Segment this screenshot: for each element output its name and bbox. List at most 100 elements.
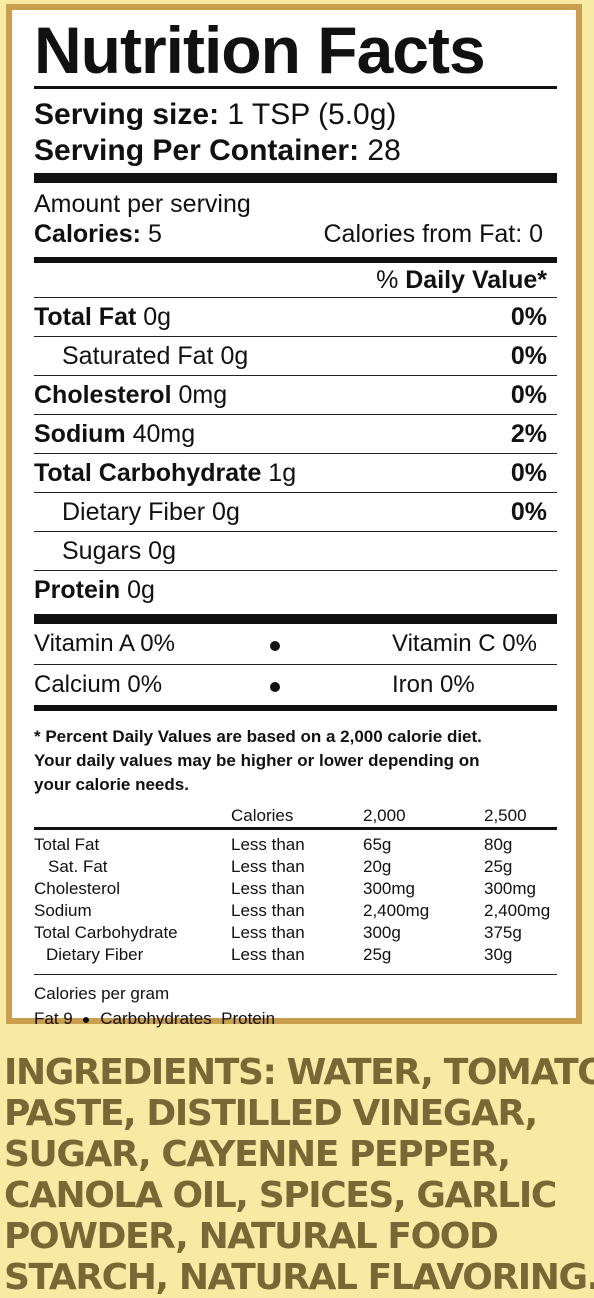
nutrient-list: Total Fat 0g 0% Saturated Fat 0g 0% Choleste…	[34, 298, 557, 609]
bullet-dot-mark	[270, 682, 280, 692]
ingredients-line: PASTE, DISTILLED VINEGAR,	[4, 1093, 538, 1134]
table-row: Sat. Fat Less than 20g 25g	[34, 856, 557, 878]
calories-label: Calories:	[34, 220, 141, 248]
servings-per-container: Serving Per Container: 28	[34, 133, 557, 169]
bullet-dot	[270, 624, 392, 664]
table-row: Cholesterol Less than 300mg 300mg	[34, 878, 557, 900]
table-cell: Dietary Fiber	[46, 945, 144, 964]
table-cell: Cholesterol	[34, 879, 120, 898]
table-row: Total Fat Less than 65g 80g	[34, 829, 557, 857]
nutrient-name: Saturated Fat	[62, 342, 214, 370]
table-cell: Less than	[231, 945, 305, 964]
nutrient-daily-value: 0%	[510, 342, 547, 370]
nutrient-daily-value: 2%	[510, 420, 547, 448]
nutrient-name: Sugars	[62, 537, 142, 565]
calories-row: Calories: 5 Calories from Fat: 0	[34, 219, 557, 249]
cpg-fat: Fat 9	[34, 1009, 73, 1028]
table-cell: Total Fat	[34, 835, 100, 854]
daily-value-header-text: Daily Value*	[405, 266, 547, 294]
table-cell: Sodium	[34, 901, 92, 920]
ingredients-line: POWDER, NATURAL FOOD	[4, 1216, 499, 1257]
footnote: * Percent Daily Values are based on a 2,…	[34, 725, 557, 797]
calories-from-fat: Calories from Fat: 0	[323, 220, 543, 248]
table-header-cell: 2,500	[484, 806, 527, 825]
table-row: Sodium Less than 2,400mg 2,400mg	[34, 900, 557, 922]
thick-divider	[34, 257, 557, 263]
nutrient-name-amount: Protein 0g	[34, 571, 155, 609]
nutrition-facts-panel: Nutrition Facts Serving size: 1 TSP (5.0…	[6, 4, 582, 1028]
nutrient-row: Sodium 40mg 2%	[34, 415, 557, 454]
nutrient-row: Dietary Fiber 0g 0%	[34, 493, 557, 532]
table-cell: 25g	[363, 945, 392, 964]
table-cell: 300mg	[363, 879, 415, 898]
nutrient-name: Total Fat	[34, 303, 137, 331]
nutrient-name: Dietary Fiber	[62, 498, 206, 526]
nutrient-row: Total Fat 0g 0%	[34, 298, 557, 337]
daily-value-prefix: %	[376, 266, 406, 294]
nutrient-row: Total Carbohydrate 1g 0%	[34, 454, 557, 493]
nutrient-name: Sodium	[34, 420, 126, 448]
table-header-cell: Calories	[231, 806, 294, 825]
nutrient-name: Total Carbohydrate	[34, 459, 262, 487]
nutrient-name-amount: Cholesterol 0mg	[34, 376, 227, 414]
servings-value: 28	[367, 134, 401, 167]
table-cell: 80g	[484, 835, 513, 854]
ingredients-text: INGREDIENTS: WATER, TOMATO PASTE, DISTIL…	[4, 1052, 594, 1298]
daily-values-table: Calories 2,000 2,500 Total Fat Less than 6…	[34, 805, 557, 966]
table-cell: Less than	[231, 857, 305, 876]
iron: Iron 0%	[392, 671, 475, 698]
ingredients-line: SUGAR, CAYENNE PEPPER,	[4, 1134, 511, 1175]
daily-value-header: % Daily Value*	[34, 263, 557, 298]
footnote-line: your calorie needs.	[34, 775, 189, 794]
amount-per-serving: Amount per serving	[34, 190, 251, 218]
vitamin-c: Vitamin C 0%	[392, 630, 537, 657]
nutrient-daily-value: 0%	[510, 459, 547, 487]
table-cell: 2,400mg	[363, 901, 430, 920]
calories-per-gram-values: Fat 9 Carbohydrates Protein	[34, 1006, 557, 1031]
table-cell: 2,400mg	[484, 901, 551, 920]
nutrient-name-amount: Total Carbohydrate 1g	[34, 454, 296, 492]
table-cell: 65g	[363, 835, 392, 854]
table-row: Total Carbohydrate Less than 300g 375g	[34, 922, 557, 944]
bullet-dot	[270, 665, 392, 705]
table-cell: Less than	[231, 879, 305, 898]
nutrient-row: Saturated Fat 0g 0%	[34, 337, 557, 376]
nutrient-row: Sugars 0g	[34, 532, 557, 571]
nutrient-daily-value: 0%	[510, 498, 547, 526]
nutrition-facts-label: Nutrition Facts Serving size: 1 TSP (5.0…	[34, 10, 557, 1031]
nutrient-amount: 0g	[127, 576, 155, 604]
nutrient-row: Cholesterol 0mg 0%	[34, 376, 557, 415]
ingredients-line: INGREDIENTS: WATER, TOMATO	[4, 1052, 594, 1093]
nutrient-amount: 0mg	[178, 381, 228, 409]
calcium: Calcium 0%	[34, 671, 163, 698]
nutrient-amount: 0g	[212, 498, 240, 526]
nutrient-name: Cholesterol	[34, 381, 172, 409]
serving-size-value: 1 TSP (5.0g)	[227, 98, 397, 131]
nutrient-amount: 0g	[143, 303, 172, 331]
thick-divider	[34, 614, 557, 624]
nutrient-name: Protein	[34, 576, 121, 604]
table-cell: 300g	[363, 923, 401, 942]
table-header-row: Calories 2,000 2,500	[34, 805, 557, 829]
nutrient-row: Protein 0g	[34, 571, 557, 609]
bullet-dot-mark	[270, 641, 280, 651]
table-cell: 375g	[484, 923, 522, 942]
divider	[34, 974, 557, 975]
servings-label: Serving Per Container:	[34, 134, 360, 167]
table-header-cell	[34, 805, 231, 829]
nutrient-name-amount: Sugars 0g	[34, 532, 176, 570]
table-cell: 300mg	[484, 879, 536, 898]
thick-divider	[34, 705, 557, 711]
nutrient-name-amount: Sodium 40mg	[34, 415, 195, 453]
calories-per-gram: Calories per gram	[34, 984, 170, 1003]
footnote-line: * Percent Daily Values are based on a 2,…	[34, 727, 482, 746]
nutrient-daily-value: 0%	[510, 303, 547, 331]
table-cell: Less than	[231, 835, 305, 854]
ingredients-line: CANOLA OIL, SPICES, GARLIC	[4, 1175, 557, 1216]
table-row: Dietary Fiber Less than 25g 30g	[34, 944, 557, 966]
table-cell: Less than	[231, 901, 305, 920]
nutrient-name-amount: Total Fat 0g	[34, 298, 171, 336]
vitamin-row: Vitamin A 0% Vitamin C 0%	[34, 624, 557, 665]
cpg-rest: Carbohydrates Protein	[100, 1009, 276, 1028]
nutrient-amount: 0g	[148, 537, 176, 565]
